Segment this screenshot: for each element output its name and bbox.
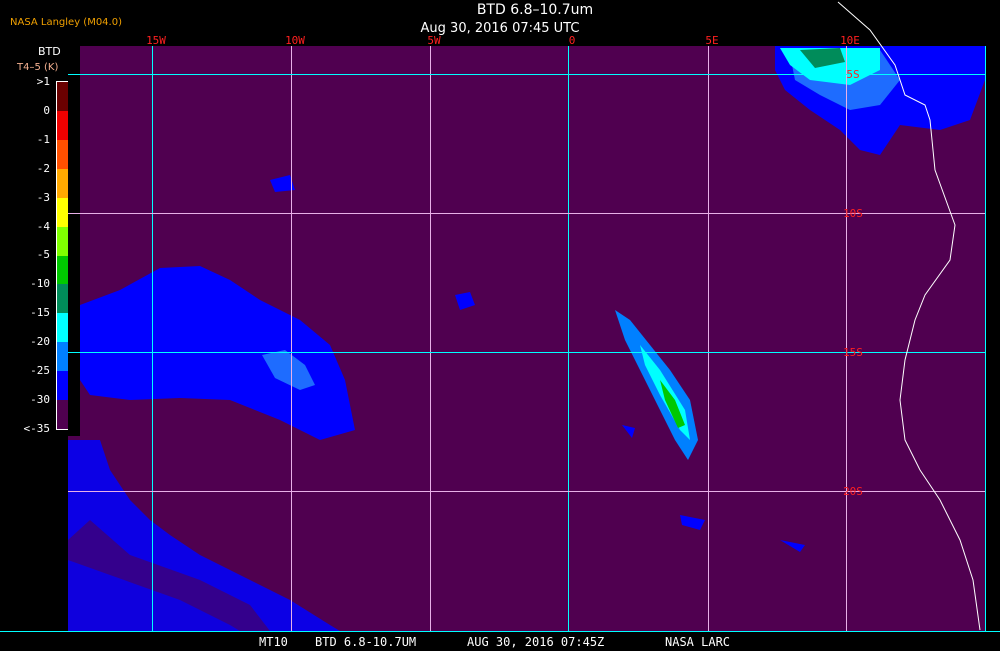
legend-label: >1	[36, 75, 50, 88]
image-title: BTD 6.8–10.7um	[476, 2, 594, 18]
grid-label: 0	[569, 34, 576, 47]
lat-lon-grid	[68, 46, 986, 631]
status-footer: MT10 BTD 6.8-10.7UM AUG 30, 2016 07:45Z …	[0, 631, 1000, 651]
legend-label: 0	[43, 103, 50, 117]
legend-unit: T4–5 (K)	[17, 62, 59, 73]
grid-label: 15W	[146, 34, 166, 47]
legend-label: -10	[30, 277, 50, 291]
legend-label: -25	[30, 364, 50, 377]
cloud-band-southwest-lower	[68, 560, 240, 631]
legend-label: -5	[36, 248, 50, 262]
latitude-labels: 5S 10S 15S 20S	[843, 68, 863, 498]
organization-label: NASA Langley (M04.0)	[10, 17, 122, 28]
legend-label: -2	[36, 161, 50, 175]
grid-label: 10S	[843, 207, 863, 220]
footer-datetime: AUG 30, 2016 07:45Z	[467, 635, 605, 649]
cloud-blob-west-light	[262, 350, 315, 390]
legend-label: -4	[36, 219, 50, 233]
grid-label: 15S	[843, 346, 863, 359]
grid-label: 10W	[285, 34, 305, 47]
legend-label: -15	[30, 306, 50, 320]
legend-label: -3	[36, 190, 50, 204]
grid-label: 5E	[705, 34, 718, 47]
longitude-labels: 15W 10W 5W 0 5E 10E	[146, 34, 860, 47]
legend-label: <-35	[23, 421, 51, 435]
grid-label: 5S	[846, 68, 859, 81]
legend-label: -20	[30, 335, 50, 349]
legend-label: -1	[36, 132, 50, 146]
footer-satellite: MT10	[259, 635, 288, 649]
grid-label: 20S	[843, 485, 863, 498]
footer-source: NASA LARC	[665, 635, 731, 649]
legend-title: BTD	[38, 45, 61, 58]
coastline	[837, 1, 981, 631]
legend-label: -30	[30, 392, 50, 406]
image-datetime: Aug 30, 2016 07:45 UTC	[420, 21, 580, 36]
grid-label: 10E	[840, 34, 860, 47]
grid-label: 5W	[427, 34, 441, 47]
footer-product: BTD 6.8-10.7UM	[315, 635, 417, 649]
